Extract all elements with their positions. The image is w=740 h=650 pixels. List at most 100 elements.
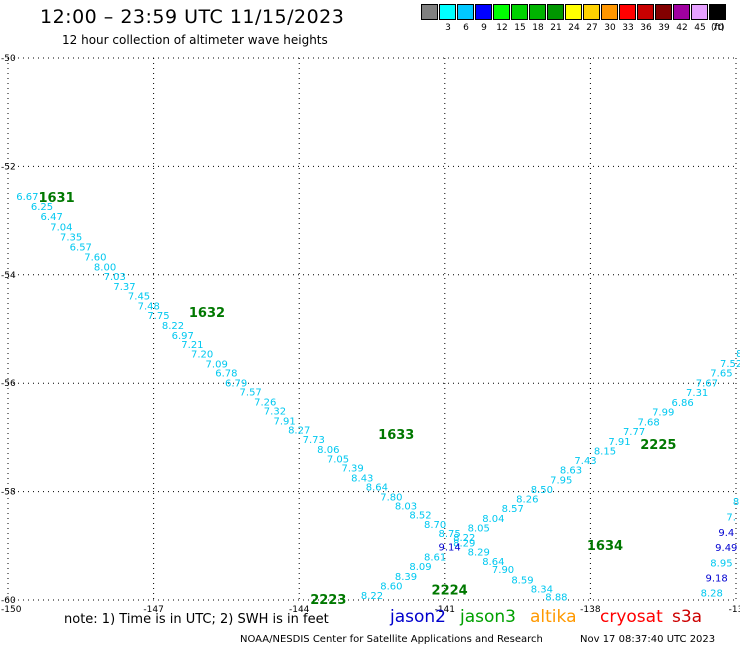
wave-height-value: 7.75 (147, 311, 169, 322)
legend-label: 36 (640, 23, 652, 33)
legend-swatch (421, 4, 438, 20)
wave-height-value: 8. (736, 349, 740, 360)
wave-height-value: 8.57 (502, 504, 524, 515)
x-tick-label: -147 (143, 605, 163, 615)
legend-label: 21 (550, 23, 562, 33)
wave-height-value: 7.39 (341, 464, 363, 475)
page-subtitle: 12 hour collection of altimeter wave hei… (62, 33, 328, 47)
wave-height-value: 8.95 (710, 558, 732, 569)
wave-height-value: 8.28 (701, 589, 723, 600)
wave-height-value: 6.47 (41, 212, 63, 223)
wave-height-value: 7.32 (264, 407, 286, 418)
legend-swatch (583, 4, 600, 20)
x-tick-label: -150 (1, 605, 22, 615)
x-tick-label: -144 (289, 605, 310, 615)
legend-swatch (511, 4, 528, 20)
legend-label: 39 (658, 23, 670, 33)
legend-label: 45 (694, 23, 706, 33)
wave-height-value: 8.34 (531, 584, 553, 595)
wave-height-value: 9.4 (718, 528, 734, 539)
wave-height-value: 8 (733, 497, 739, 508)
wave-height-value: 7.91 (608, 437, 630, 448)
generation-timestamp: Nov 17 08:37:40 UTC 2023 (580, 634, 716, 645)
wave-height-value: 7.57 (240, 388, 262, 399)
wave-height-value: 8.00 (94, 262, 116, 273)
wave-height-value: 7.05 (327, 454, 349, 465)
wave-height-value: 7.09 (206, 359, 228, 370)
y-tick-label: -52 (1, 162, 16, 172)
wave-height-value: 8.05 (468, 524, 490, 535)
wave-height-value: 7.35 (60, 233, 82, 244)
wave-height-value: 7.31 (686, 388, 708, 399)
legend-label: 42 (676, 23, 688, 33)
x-tick-label: -13 (729, 605, 740, 615)
x-tick-label: -141 (435, 605, 455, 615)
wave-height-value: 7.68 (638, 417, 660, 428)
wave-height-value: 8.22 (453, 533, 475, 544)
legend-swatch (691, 4, 708, 20)
wave-height-value: 7.48 (138, 301, 160, 312)
wave-height-value: 6.25 (31, 202, 53, 213)
wave-height-value: 8.29 (453, 538, 475, 549)
wave-height-value: 8.04 (482, 514, 504, 525)
legend-label: 27 (586, 23, 598, 33)
legend-label: 30 (604, 23, 616, 33)
legend-label: 15 (514, 23, 526, 33)
wave-height-value: 7.04 (50, 222, 72, 233)
legend-swatch (637, 4, 654, 20)
wave-height-value: 7.77 (623, 427, 645, 438)
pass-time-label: 2224 (432, 584, 468, 599)
wave-height-value: 7.52 (720, 359, 740, 370)
wave-height-value: 7.65 (710, 369, 732, 380)
legend-swatch (493, 4, 510, 20)
y-tick-label: -50 (1, 54, 16, 64)
wave-height-value: 8.52 (409, 511, 431, 522)
wave-height-value: 6.67 (16, 192, 38, 203)
y-tick-label: -58 (1, 488, 16, 498)
wave-height-value: 8.26 (516, 494, 538, 505)
x-tick-label: -138 (580, 605, 601, 615)
wave-height-value: 7.26 (254, 397, 276, 408)
wave-height-value: 8.15 (594, 447, 616, 458)
wave-height-value: 7.60 (84, 253, 106, 264)
wave-height-value: 7.95 (550, 475, 572, 486)
wave-height-value: 9.49 (715, 543, 737, 554)
pass-time-label: 1631 (38, 191, 74, 206)
credit-line: NOAA/NESDIS Center for Satellite Applica… (240, 634, 543, 645)
wave-height-points: 6.676.256.477.047.356.577.608.007.037.37… (16, 192, 740, 604)
wave-height-value: 7.37 (113, 282, 135, 293)
wave-height-value: 7.43 (574, 456, 596, 467)
satellite-jason2: jason2 (390, 607, 446, 627)
wave-height-value: 8.50 (531, 485, 553, 496)
wave-height-value: 6.78 (215, 369, 237, 380)
wave-height-value: 6.86 (671, 398, 693, 409)
legend-label: 6 (463, 23, 469, 33)
legend-swatch (655, 4, 672, 20)
wave-height-value: 8.06 (317, 445, 339, 456)
legend-swatch (547, 4, 564, 20)
satellite-jason3: jason3 (460, 607, 516, 627)
wave-height-value: 8.60 (380, 582, 402, 593)
pass-time-label: 2225 (640, 438, 676, 453)
pass-time-label: 2223 (310, 593, 346, 608)
wave-height-value: 6.79 (225, 378, 247, 389)
pass-time-label: 1633 (378, 428, 414, 443)
y-tick-label: -56 (1, 379, 16, 389)
wave-height-value: 8.70 (424, 520, 446, 531)
wave-height-value: 8.09 (409, 562, 431, 573)
legend-swatch (565, 4, 582, 20)
y-tick-label: -60 (1, 596, 16, 606)
wave-height-value: 7.45 (128, 292, 150, 303)
legend-swatch (457, 4, 474, 20)
wave-height-value: 7.91 (274, 416, 296, 427)
wave-height-value: 8.63 (560, 466, 582, 477)
wave-height-value: 6.97 (172, 331, 194, 342)
legend-label: 3 (445, 23, 451, 33)
wave-height-value: 7.20 (191, 350, 213, 361)
wave-height-value: 7.21 (181, 340, 203, 351)
legend-swatch (709, 4, 726, 20)
pass-time-label: 1632 (189, 306, 225, 321)
legend-swatch (475, 4, 492, 20)
pass-time-label: 1634 (587, 539, 623, 554)
legend-swatch (673, 4, 690, 20)
